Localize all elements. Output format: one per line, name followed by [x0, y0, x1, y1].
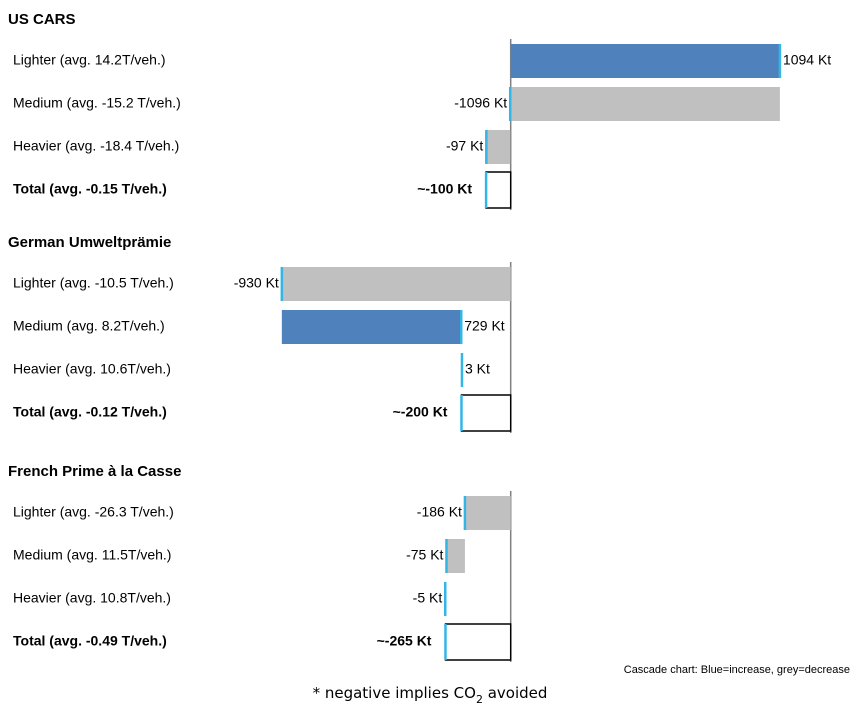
category-label: Medium (avg. -15.2 T/veh.)	[13, 95, 181, 111]
category-label: Lighter (avg. 14.2T/veh.)	[13, 52, 166, 68]
category-label: Medium (avg. 8.2T/veh.)	[13, 318, 165, 334]
footnote-text: * negative implies CO	[313, 684, 476, 702]
panel-title: German Umweltprämie	[8, 234, 171, 251]
value-label: -5 Kt	[413, 590, 443, 606]
footnote-text: avoided	[483, 684, 547, 702]
footnote: * negative implies CO2 avoided	[313, 684, 548, 706]
footnote-subscript: 2	[476, 693, 483, 706]
category-label: Lighter (avg. -26.3 T/veh.)	[13, 504, 174, 520]
total-value-label: ~-100 Kt	[417, 181, 472, 197]
total-label: Total (avg. -0.12 T/veh.)	[13, 404, 167, 420]
value-label: 3 Kt	[465, 361, 490, 377]
bar	[281, 310, 462, 344]
bar	[281, 267, 511, 301]
bar	[486, 130, 511, 164]
total-bar	[485, 171, 512, 209]
panel-title: French Prime à la Casse	[8, 463, 181, 480]
value-label: -97 Kt	[446, 138, 483, 154]
value-label: -1096 Kt	[454, 95, 507, 111]
panel-title: US CARS	[8, 11, 76, 28]
total-label: Total (avg. -0.49 T/veh.)	[13, 633, 167, 649]
bar	[464, 496, 511, 530]
value-label: 1094 Kt	[783, 52, 831, 68]
total-label: Total (avg. -0.15 T/veh.)	[13, 181, 167, 197]
category-label: Medium (avg. 11.5T/veh.)	[13, 547, 171, 563]
value-label: -186 Kt	[417, 504, 462, 520]
total-value-label: ~-200 Kt	[393, 404, 448, 420]
bar	[510, 44, 780, 78]
total-value-label: ~-265 Kt	[377, 633, 432, 649]
value-label: -930 Kt	[234, 275, 279, 291]
bar	[446, 539, 465, 573]
category-label: Lighter (avg. -10.5 T/veh.)	[13, 275, 174, 291]
bar	[510, 87, 780, 121]
legend-note: Cascade chart: Blue=increase, grey=decre…	[624, 664, 850, 676]
total-bar	[460, 394, 512, 432]
value-label: -75 Kt	[406, 547, 443, 563]
value-label: 729 Kt	[464, 318, 505, 334]
category-label: Heavier (avg. -18.4 T/veh.)	[13, 138, 179, 154]
category-label: Heavier (avg. 10.8T/veh.)	[13, 590, 171, 606]
category-label: Heavier (avg. 10.6T/veh.)	[13, 361, 171, 377]
total-bar	[444, 623, 512, 661]
